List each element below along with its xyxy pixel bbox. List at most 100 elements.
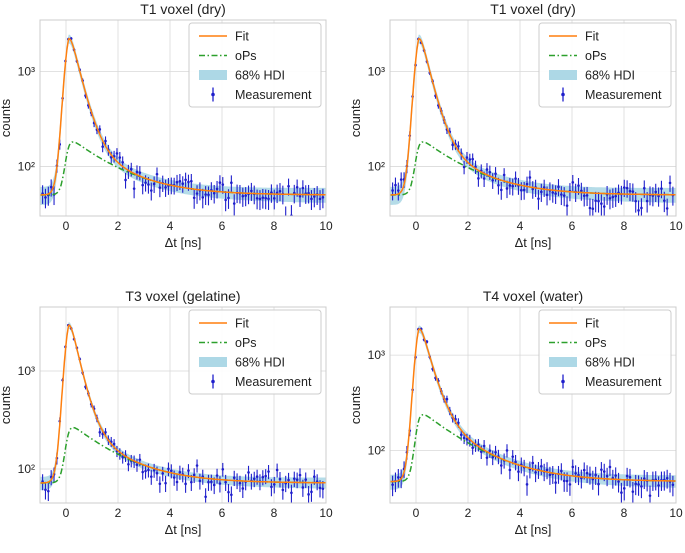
x-tick-label: 2 xyxy=(465,506,472,520)
measurement-point xyxy=(591,207,595,210)
measurement-point xyxy=(244,194,247,197)
measurement-point xyxy=(221,183,225,186)
measurement-point xyxy=(218,181,222,184)
measurement-point xyxy=(272,483,276,486)
measurement-point xyxy=(399,178,403,181)
measurement-point xyxy=(215,187,219,191)
measurement-point xyxy=(528,176,532,179)
measurement-point xyxy=(49,185,53,189)
fit-line xyxy=(40,324,326,484)
measurement-point xyxy=(654,190,658,194)
chart-title: T4 voxel (water) xyxy=(483,288,583,304)
measurement-point xyxy=(642,186,646,190)
measurement-point xyxy=(637,483,640,486)
plot-area xyxy=(390,34,676,216)
y-tick-label: 10³ xyxy=(18,65,35,79)
measurement-point xyxy=(597,199,600,203)
x-tick-label: 10 xyxy=(319,219,333,233)
measurement-point xyxy=(525,483,529,486)
measurement-point xyxy=(232,476,236,480)
measurement-point xyxy=(141,470,144,474)
measurement-point xyxy=(462,165,466,169)
measurement-point xyxy=(147,183,150,186)
measurement-point xyxy=(614,194,617,198)
y-tick-label: 10³ xyxy=(18,364,35,378)
plot-frame xyxy=(39,19,327,217)
measurement-point xyxy=(394,183,397,187)
measurement-point xyxy=(167,467,170,471)
plot-area xyxy=(390,325,676,503)
measurement-point xyxy=(121,455,124,459)
measurement-point xyxy=(511,184,515,188)
measurement-point xyxy=(210,480,213,484)
measurement-point xyxy=(485,168,489,171)
y-axis-label: counts xyxy=(0,98,13,137)
measurement-point xyxy=(147,468,150,472)
measurement-point xyxy=(264,474,267,478)
measurement-point xyxy=(267,470,270,473)
legend-label: Fit xyxy=(585,317,599,331)
fit-line xyxy=(390,37,676,196)
measurement-point xyxy=(451,143,454,147)
measurement-point xyxy=(511,455,515,458)
plot-frame xyxy=(389,19,677,217)
measurement-point xyxy=(622,487,626,490)
legend-label: Fit xyxy=(235,317,249,331)
chart-panel-3: 0 2 4 6 8 10 10² 10³ T3 voxel (gelatine) Δt [ns] c… xyxy=(0,288,333,537)
x-tick-label: 0 xyxy=(63,506,70,520)
measurement-point xyxy=(471,446,474,450)
y-tick-label: 10² xyxy=(368,159,385,173)
measurement-point xyxy=(295,478,299,481)
measurement-point xyxy=(198,479,202,483)
measurement-point xyxy=(637,209,640,212)
measurement-point xyxy=(149,475,153,478)
measurement-point xyxy=(164,481,167,485)
measurement-point xyxy=(397,189,400,192)
x-tick-label: 0 xyxy=(63,219,70,233)
y-axis-label: counts xyxy=(0,385,13,424)
measurement-point xyxy=(520,188,523,192)
measurement-point xyxy=(491,178,495,182)
measurement-point xyxy=(101,145,104,148)
measurement-point xyxy=(660,187,663,190)
measurement-point xyxy=(155,471,159,475)
measurement-point xyxy=(264,196,267,200)
measurement-point xyxy=(628,189,632,193)
measurement-point xyxy=(310,197,313,201)
legend-label: oPs xyxy=(585,336,607,350)
legend-label: oPs xyxy=(235,49,257,63)
measurement-point xyxy=(298,473,302,477)
legend-measurement-point xyxy=(561,379,565,384)
x-tick-label: 0 xyxy=(413,219,420,233)
y-tick-label: 10² xyxy=(368,443,385,457)
measurement-point xyxy=(212,191,216,195)
measurement-point xyxy=(313,195,316,198)
measurement-point xyxy=(577,184,580,187)
measurement-point xyxy=(204,495,207,499)
measurement-point xyxy=(482,444,486,448)
measurement-point xyxy=(230,181,233,185)
measurement-point xyxy=(465,156,469,159)
measurement-point xyxy=(537,197,540,200)
measurement-point xyxy=(138,171,142,174)
measurement-point xyxy=(491,455,495,459)
legend-box xyxy=(538,22,672,108)
y-axis-label: counts xyxy=(348,385,363,424)
y-axis-label: counts xyxy=(348,98,363,137)
measurement-point xyxy=(230,493,233,497)
measurement-point xyxy=(642,477,646,480)
measurement-point xyxy=(582,468,586,472)
x-tick-label: 2 xyxy=(115,219,122,233)
measurement-point xyxy=(531,187,535,191)
measurement-point xyxy=(608,196,612,200)
x-axis-label: Δt [ns] xyxy=(165,235,202,250)
measurement-point xyxy=(634,199,637,203)
legend-hdi-swatch xyxy=(549,70,577,80)
measurement-point xyxy=(631,190,635,193)
measurement-point xyxy=(287,184,290,188)
measurement-point xyxy=(611,195,615,199)
x-tick-label: 10 xyxy=(319,506,333,520)
measurement-point xyxy=(459,433,463,436)
measurement-point xyxy=(161,472,165,475)
measurement-point xyxy=(468,158,472,161)
